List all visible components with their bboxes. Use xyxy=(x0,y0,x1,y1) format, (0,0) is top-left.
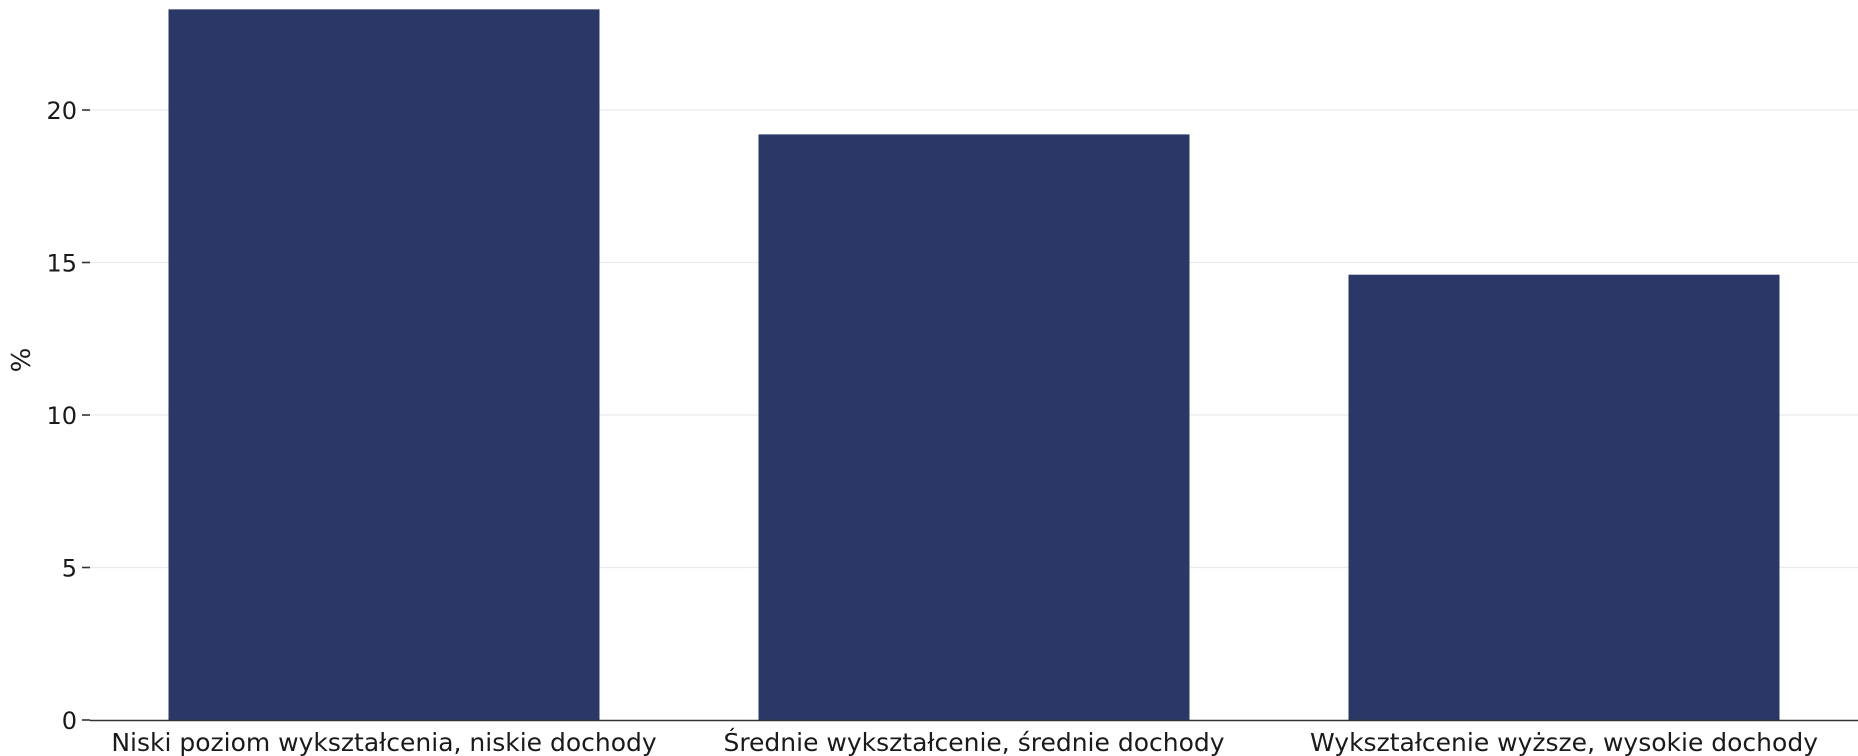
bar xyxy=(758,134,1190,720)
y-tick-label: 0 xyxy=(62,707,77,735)
y-tick-label: 5 xyxy=(62,555,77,583)
x-category-label: Niski poziom wykształcenia, niskie docho… xyxy=(111,728,657,756)
x-category-label: Wykształcenie wyższe, wysokie dochody xyxy=(1310,728,1818,756)
y-axis-ticks: 0 5 10 15 20 xyxy=(46,97,90,735)
bar xyxy=(168,9,600,721)
bar xyxy=(1348,274,1780,720)
y-tick-label: 15 xyxy=(46,250,77,278)
y-tick-label: 10 xyxy=(46,402,77,430)
x-category-label: Średnie wykształcenie, średnie dochody xyxy=(723,727,1224,756)
y-tick-label: 20 xyxy=(46,97,77,125)
x-axis-labels: Niski poziom wykształcenia, niskie docho… xyxy=(111,727,1818,756)
y-axis-title: % xyxy=(7,348,37,373)
bars xyxy=(168,9,1780,721)
